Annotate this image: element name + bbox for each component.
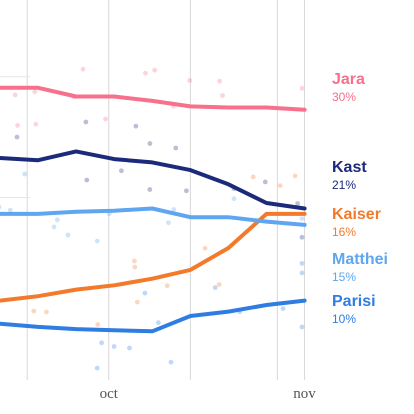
series-value-kast: 21% <box>332 178 356 192</box>
poll-dot <box>295 201 300 206</box>
poll-dot <box>111 344 117 349</box>
poll-dot <box>299 234 305 240</box>
poll-dot <box>142 290 148 296</box>
poll-dot <box>32 89 38 95</box>
series-label-parisi: Parisi <box>332 293 376 310</box>
series-labels: Jara 30% Kast 21% Kaiser 16% Matthei 15% Parisi 1… <box>332 71 388 326</box>
poll-dot <box>84 177 90 183</box>
series-label-matthei: Matthei <box>332 251 388 268</box>
poll-dot <box>292 173 298 179</box>
poll-dot <box>14 134 20 140</box>
poll-dot <box>168 359 174 365</box>
poll-dot <box>33 121 39 127</box>
poll-dots <box>0 66 305 371</box>
poll-dot <box>132 258 137 264</box>
poll-dot <box>299 216 305 222</box>
poll-dot <box>0 204 2 210</box>
series-value-jara: 30% <box>332 90 356 104</box>
poll-dot <box>83 119 89 125</box>
poll-dot <box>95 322 101 327</box>
poll-dot <box>147 187 153 192</box>
series-label-kaiser: Kaiser <box>332 206 381 223</box>
poll-dot <box>54 217 60 223</box>
poll-dot <box>280 306 286 311</box>
x-tick-label: oct <box>100 386 119 402</box>
poll-dot <box>103 116 108 122</box>
poll-dot <box>299 324 305 330</box>
poll-dot <box>99 340 104 346</box>
poll-dot <box>216 282 222 287</box>
series-line-parisi <box>0 298 307 334</box>
series-value-kaiser: 16% <box>332 225 356 239</box>
series-lines <box>0 85 307 334</box>
poll-dot <box>299 270 305 276</box>
poll-dot <box>143 70 148 76</box>
series-value-parisi: 10% <box>332 312 356 326</box>
poll-dot <box>202 245 208 251</box>
series-line-matthei <box>0 206 307 227</box>
poll-dot <box>22 171 28 177</box>
series-line-kaiser <box>0 211 307 303</box>
series-label-kast: Kast <box>332 159 367 176</box>
poll-dot <box>212 285 218 290</box>
poll-dot <box>15 123 20 128</box>
poll-dot <box>299 261 305 266</box>
poll-dot <box>187 78 193 83</box>
vertical-gridlines <box>26 0 306 380</box>
poll-dot <box>231 196 237 202</box>
poll-dot <box>250 174 256 180</box>
poll-dot <box>80 66 86 72</box>
poll-dot <box>277 183 283 189</box>
x-tick-label: nov <box>293 386 316 402</box>
poll-dot <box>44 309 49 315</box>
poll-dot <box>164 283 170 289</box>
poll-dot <box>119 168 124 174</box>
poll-dot <box>94 365 100 371</box>
poll-dot <box>147 141 153 146</box>
poll-dot <box>133 123 139 129</box>
poll-dot <box>152 67 158 73</box>
poll-dot <box>173 145 179 151</box>
poll-dot <box>217 78 223 84</box>
poll-dot <box>12 92 18 98</box>
poll-dot <box>299 85 305 91</box>
series-value-matthei: 15% <box>332 270 356 284</box>
x-axis-ticks: oct nov <box>100 386 317 402</box>
series-label-jara: Jara <box>332 71 365 88</box>
poll-dot <box>171 207 177 212</box>
poll-dot <box>262 179 268 185</box>
poll-dot <box>134 299 140 305</box>
poll-dot <box>184 188 189 194</box>
poll-dot <box>127 345 132 351</box>
series-line-kast <box>0 149 307 211</box>
poll-dot <box>7 207 13 213</box>
poll-dot <box>31 308 37 314</box>
poll-dot <box>156 320 161 326</box>
poll-dot <box>51 224 57 230</box>
poll-dot <box>132 264 138 270</box>
poll-dot <box>220 93 225 98</box>
poll-dot <box>94 238 100 244</box>
series-line-jara <box>0 85 307 112</box>
poll-dot <box>65 232 71 238</box>
horizontal-gridlines <box>0 76 30 198</box>
poll-dot <box>166 220 171 226</box>
